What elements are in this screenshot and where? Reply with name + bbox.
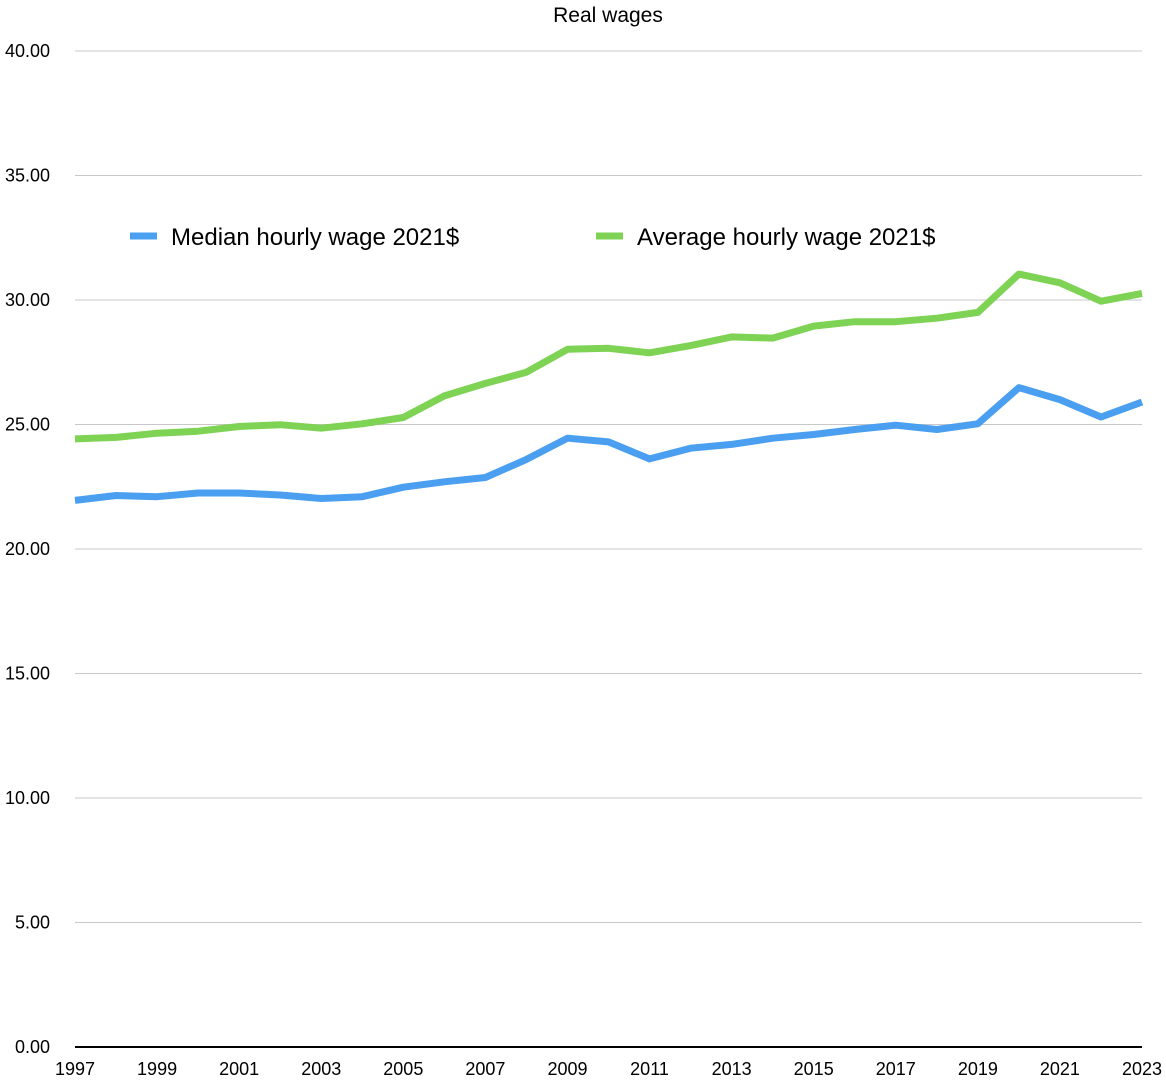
legend-label: Median hourly wage 2021$ xyxy=(171,224,459,251)
gridlines xyxy=(75,50,1142,1048)
x-tick-label: 2019 xyxy=(958,1059,998,1079)
x-tick-label: 2005 xyxy=(383,1059,423,1079)
y-tick-label: 35.00 xyxy=(5,166,50,186)
y-tick-label: 30.00 xyxy=(5,290,50,310)
series-lines xyxy=(74,270,1144,504)
y-tick-label: 10.00 xyxy=(5,788,50,808)
x-tick-label: 2021 xyxy=(1040,1059,1080,1079)
y-tick-label: 0.00 xyxy=(15,1037,50,1057)
chart-title: Real wages xyxy=(553,4,663,27)
y-tick-label: 15.00 xyxy=(5,664,50,684)
x-tick-label: 2013 xyxy=(712,1059,752,1079)
x-tick-label: 2009 xyxy=(547,1059,587,1079)
x-tick-label: 2015 xyxy=(794,1059,834,1079)
y-tick-label: 25.00 xyxy=(5,415,50,435)
x-tick-label: 2001 xyxy=(219,1059,259,1079)
x-tick-label: 2007 xyxy=(465,1059,505,1079)
y-tick-label: 40.00 xyxy=(5,41,50,61)
x-tick-label: 2017 xyxy=(876,1059,916,1079)
y-tick-label: 20.00 xyxy=(5,539,50,559)
x-axis-ticks: 1997 1999 2001 2003 2005 2007 2009 2011 2013 2015… xyxy=(55,1059,1162,1079)
y-tick-label: 5.00 xyxy=(15,913,50,933)
x-tick-label: 1999 xyxy=(137,1059,177,1079)
y-axis-ticks: 0.00 5.00 10.00 15.00 20.00 25.00 30.00 35.00 40… xyxy=(5,41,50,1057)
x-tick-label: 1997 xyxy=(55,1059,95,1079)
legend-label: Average hourly wage 2021$ xyxy=(637,224,935,251)
x-tick-label: 2011 xyxy=(630,1059,669,1079)
x-tick-label: 2003 xyxy=(301,1059,341,1079)
legend: Median hourly wage 2021$ Average hourly w… xyxy=(130,224,935,251)
series-line-median-hourly-wage xyxy=(74,384,1144,504)
x-tick-label: 2023 xyxy=(1122,1059,1162,1079)
series-line-average-hourly-wage xyxy=(74,270,1143,443)
